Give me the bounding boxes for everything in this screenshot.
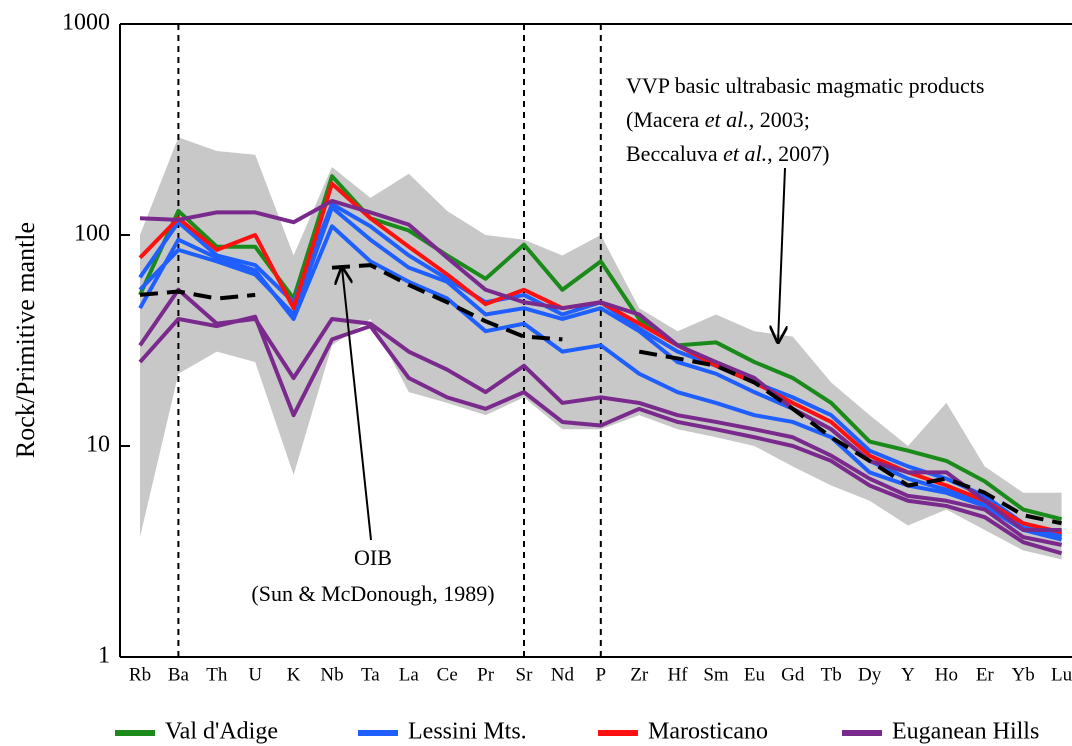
x-tick-label: Nb (320, 664, 343, 685)
annotation-arrow (778, 167, 785, 342)
annotation-part: (Macera (626, 107, 705, 132)
x-tick-label: Y (901, 664, 915, 685)
annotation: OIB (354, 545, 392, 570)
x-tick-label: K (287, 664, 301, 685)
series-line (138, 314, 1063, 556)
x-tick-label: P (596, 664, 607, 685)
x-tick-label: Sm (703, 664, 729, 685)
y-tick-label: 1000 (62, 10, 110, 36)
x-tick-label: Eu (744, 664, 766, 685)
x-tick-label: Nd (551, 664, 575, 685)
x-tick-label: Ta (361, 664, 380, 685)
annotation: (Macera et al., 2003; (626, 107, 810, 132)
x-tick-label: Lu (1051, 664, 1072, 685)
x-tick-label: Yb (1012, 664, 1035, 685)
x-tick-label: U (248, 664, 262, 685)
y-tick-label: 10 (86, 432, 110, 458)
annotation-part: VVP basic ultrabasic magmatic products (626, 73, 984, 98)
x-tick-label: Tb (821, 664, 842, 685)
lines-layer (138, 174, 1063, 556)
x-tick-label: La (399, 664, 420, 685)
x-tick-label: Er (976, 664, 995, 685)
annotation-part: Beccaluva (626, 141, 723, 166)
annotation-part: et al. (705, 107, 749, 132)
y-tick-label: 1 (98, 643, 110, 669)
annotation-part: , 2007) (767, 141, 829, 166)
legend-label: Marosticano (648, 719, 768, 745)
annotation-part: , 2003; (749, 107, 810, 132)
x-tick-label: Gd (781, 664, 805, 685)
x-tick-label: Hf (668, 664, 689, 685)
x-tick-label: Ba (168, 664, 190, 685)
x-tick-label: Th (206, 664, 228, 685)
axes-layer (119, 23, 1072, 658)
x-tick-label: Ho (935, 664, 958, 685)
annotation-part: et al. (723, 141, 767, 166)
series-line (138, 287, 1062, 547)
x-tick-label: Sr (516, 664, 534, 685)
y-tick-label: 100 (74, 221, 110, 247)
annotation: Beccaluva et al., 2007) (626, 141, 829, 166)
x-tick-label: Dy (858, 664, 882, 685)
annotation: (Sun & McDonough, 1989) (251, 581, 494, 606)
x-tick-label: Pr (477, 664, 495, 685)
y-axis-label: Rock/Primitive mantle (11, 222, 40, 458)
annotation-arrow (342, 268, 372, 541)
x-tick-label: Rb (129, 664, 151, 685)
x-tick-label: Ce (437, 664, 458, 685)
reference-line (139, 263, 1063, 526)
series-line (139, 198, 1062, 532)
legend-label: Lessini Mts. (408, 719, 527, 745)
x-tick-label: Zr (630, 664, 649, 685)
legend-label: Val d'Adige (165, 719, 278, 745)
text-layer: 1 10 100 1000 Rb Ba Th U K Nb Ta La Ce Pr Sr Nd P Zr Hf Sm E… (62, 10, 1072, 745)
annotation: VVP basic ultrabasic magmatic products (626, 73, 984, 98)
legend-label: Euganean Hills (892, 719, 1039, 745)
